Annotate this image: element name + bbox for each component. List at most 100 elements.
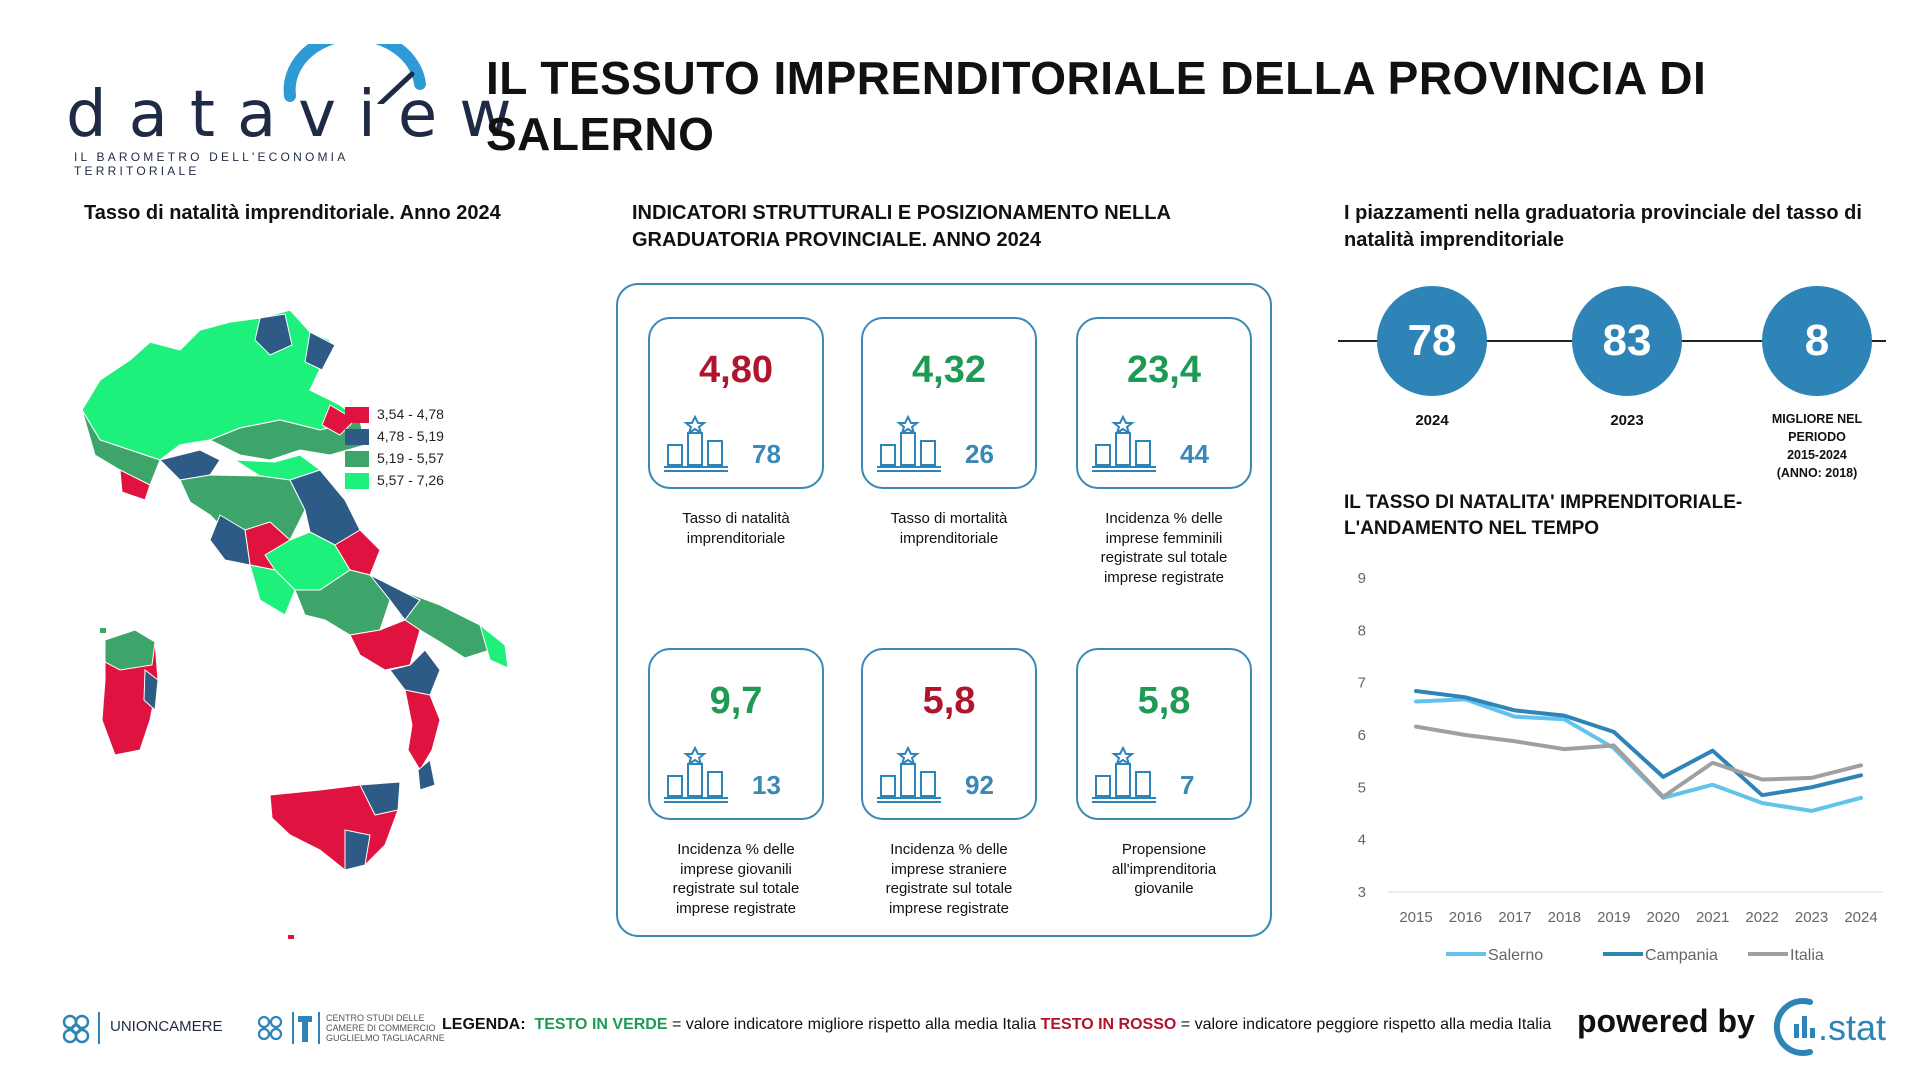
x-tick-label: 2022 <box>1745 909 1778 926</box>
podium-icon <box>664 745 728 804</box>
legend-swatch <box>345 407 369 423</box>
indicator-caption-line: all'imprenditoria <box>1111 860 1217 878</box>
indicator-caption-line: imprese registrate <box>888 899 1010 917</box>
legend-green-desc: = valore indicatore migliore rispetto al… <box>671 1016 1037 1033</box>
rankings-title-line1: I piazzamenti nella graduatoria provinci… <box>1344 202 1862 224</box>
tagliacarne-label: CENTRO STUDI DELLE CAMERE DI COMMERCIO G… <box>326 1013 445 1043</box>
indicator-value: 5,8 <box>922 680 976 722</box>
indicator-caption: Tasso di natalità imprenditoriale <box>626 509 846 548</box>
indicator-card: 5,8 7 <box>1076 648 1252 820</box>
legend-label: 3,54 - 4,78 <box>377 406 444 422</box>
indicators-title-line1: INDICATORI STRUTTURALI E POSIZIONAMENTO … <box>632 202 1171 224</box>
legend-footer-label: LEGENDA: <box>442 1016 526 1033</box>
map-legend: 3,54 - 4,78 4,78 - 5,19 5,19 - 5,57 5,57… <box>345 405 485 495</box>
map-section-title: Tasso di natalità imprenditoriale. Anno … <box>84 202 501 224</box>
podium-icon <box>877 745 941 804</box>
logo-subtitle: IL BAROMETRO DELL'ECONOMIA TERRITORIALE <box>74 150 348 178</box>
powered-by-label: powered by <box>1577 1003 1755 1039</box>
indicator-value: 5,8 <box>1137 680 1191 722</box>
tagliacarne-divider-2 <box>318 1012 320 1044</box>
x-tick-label: 2023 <box>1795 909 1828 926</box>
unioncamere-label: UNIONCAMERE <box>110 1018 223 1035</box>
indicator-card: 4,80 78 <box>648 317 824 489</box>
chart-legend-label: Campania <box>1645 947 1718 964</box>
ranking-label-line: PERIODO <box>1788 430 1846 444</box>
x-tick-label: 2019 <box>1597 909 1630 926</box>
ranking-label-line: 2015-2024 <box>1787 448 1847 462</box>
gauge-arc-icon <box>283 44 426 104</box>
ranking-label: 2024 <box>1352 412 1512 430</box>
indicator-caption-line: Tasso di natalità <box>682 510 790 527</box>
page-title-line1: IL TESSUTO IMPRENDITORIALE DELLA PROVINC… <box>486 52 1707 104</box>
ranking-label-line: 2024 <box>1415 412 1449 429</box>
indicators-panel: 4,80 78 Tasso di natalità imprenditoriale 4,… <box>616 283 1272 937</box>
indicator-caption-line: Incidenza % delle <box>1105 510 1223 527</box>
x-tick-label: 2020 <box>1647 909 1680 926</box>
indicator-card: 4,32 26 <box>861 317 1037 489</box>
indicator-value: 4,32 <box>912 349 986 391</box>
indicator-caption-line: imprese femminili <box>1105 529 1223 547</box>
rankings-title-line2: natalità imprenditoriale <box>1344 229 1565 251</box>
indicator-rank: 44 <box>1180 439 1209 469</box>
indicator-caption-line: Incidenza % delle <box>677 841 795 858</box>
ranking-label-line: MIGLIORE NEL <box>1771 412 1863 426</box>
logo-wordmark: dataview <box>66 78 534 152</box>
unioncamere-divider <box>98 1012 100 1044</box>
natality-line-chart: 3 4 5 6 7 8 9 2015 2016 2017 2018 2019 2020 2021 2022 2… <box>1358 570 1883 964</box>
legend-swatch <box>345 451 369 467</box>
legend-label: 4,78 - 5,19 <box>377 428 444 444</box>
dataview-logo: dataview IL BAROMETRO DELL'ECONOMIA TERR… <box>60 40 512 178</box>
podium-icon <box>664 414 728 473</box>
ranking-circle: 83 <box>1572 286 1682 396</box>
cstat-logo: .stat <box>1773 998 1886 1056</box>
series-line-italia <box>1414 724 1863 799</box>
indicator-caption-line: registrate sul totale <box>885 880 1013 897</box>
legend-green-text: TESTO IN VERDE <box>534 1016 668 1033</box>
y-tick-label: 8 <box>1358 622 1366 639</box>
indicator-card: 9,7 13 <box>648 648 824 820</box>
italy-choropleth-map: 3,54 - 4,78 4,78 - 5,19 5,19 - 5,57 5,57… <box>60 270 580 940</box>
indicator-caption-line: imprese registrate <box>675 899 797 917</box>
indicator-caption-line: imprenditoriale <box>899 529 999 547</box>
x-tick-label: 2021 <box>1696 909 1729 926</box>
indicator-caption: Incidenza % delle imprese femminili regist… <box>1054 509 1274 587</box>
ranking-circle: 78 <box>1377 286 1487 396</box>
y-tick-label: 5 <box>1358 779 1366 796</box>
indicator-caption: Incidenza % delle imprese giovanili regist… <box>626 840 846 918</box>
tagliacarne-line: GUGLIELMO TAGLIACARNE <box>326 1033 445 1043</box>
x-tick-label: 2015 <box>1399 909 1432 926</box>
y-tick-label: 9 <box>1358 570 1366 587</box>
podium-icon <box>1092 745 1156 804</box>
ranking-label-line: (ANNO: 2018) <box>1776 466 1858 480</box>
indicator-rank: 92 <box>965 770 994 800</box>
indicator-rank: 7 <box>1180 770 1195 800</box>
legend-swatch <box>345 429 369 445</box>
page-title-line2: SALERNO <box>486 108 715 160</box>
tagliacarne-divider <box>292 1012 294 1044</box>
italy-map-svg <box>81 309 509 939</box>
ranking-label: MIGLIORE NEL PERIODO 2015-2024 (ANNO: 2018) <box>1737 410 1897 482</box>
y-tick-label: 3 <box>1358 884 1366 901</box>
chart-title-line2: L'ANDAMENTO NEL TEMPO <box>1344 518 1600 539</box>
chart-title: IL TASSO DI NATALITA' IMPRENDITORIALE- L… <box>1344 490 1844 542</box>
indicator-rank: 13 <box>752 770 781 800</box>
indicator-value: 9,7 <box>709 680 763 722</box>
chart-legend-label: Salerno <box>1488 947 1543 964</box>
legend-label: 5,57 - 7,26 <box>377 472 444 488</box>
indicator-rank: 78 <box>752 439 781 469</box>
y-tick-label: 6 <box>1358 727 1366 744</box>
indicator-caption-line: registrate sul totale <box>1100 549 1228 566</box>
ranking-label: 2023 <box>1547 412 1707 430</box>
podium-icon <box>1092 414 1156 473</box>
x-tick-label: 2018 <box>1548 909 1581 926</box>
legend-red-desc: = valore indicatore peggiore rispetto al… <box>1180 1016 1552 1033</box>
chart-legend-label: Italia <box>1790 947 1824 964</box>
ranking-circle: 8 <box>1762 286 1872 396</box>
legend-label: 5,19 - 5,57 <box>377 450 444 466</box>
indicators-section-title: INDICATORI STRUTTURALI E POSIZIONAMENTO … <box>632 200 1192 254</box>
unioncamere-logo-icon <box>62 1014 90 1044</box>
rankings-section-title: I piazzamenti nella graduatoria provinci… <box>1344 200 1914 254</box>
cstat-logo-text: .stat <box>1818 1007 1886 1048</box>
legend-swatch <box>345 473 369 489</box>
indicator-caption-line: imprese registrate <box>1103 568 1225 586</box>
